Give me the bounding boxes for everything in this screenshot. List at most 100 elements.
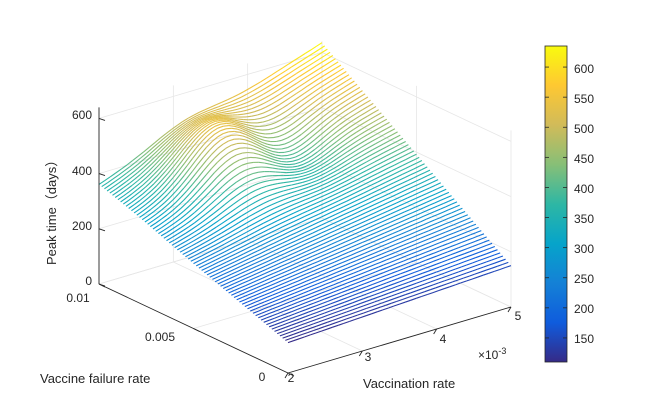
- surface-line: [305, 49, 312, 54]
- surface-line: [399, 286, 406, 290]
- surface-line: [198, 116, 205, 121]
- surface-line: [282, 73, 289, 78]
- surface-line: [263, 306, 270, 310]
- surface-line: [228, 149, 235, 154]
- surface-line: [450, 244, 457, 248]
- surface-line: [179, 130, 186, 137]
- surface-line: [237, 99, 245, 103]
- surface-line: [240, 109, 247, 113]
- surface-line: [302, 325, 308, 329]
- surface-line: [282, 223, 289, 228]
- surface-line: [307, 316, 314, 320]
- surface-line: [194, 207, 201, 213]
- surface-line: [267, 280, 274, 284]
- surface-line: [400, 263, 407, 267]
- surface-line: [282, 232, 289, 236]
- surface-line: [388, 275, 395, 279]
- surface-line: [265, 231, 272, 236]
- surface-line: [185, 118, 192, 123]
- surface-line: [284, 258, 291, 262]
- surface-line: [317, 115, 324, 122]
- surface-line: [443, 286, 450, 290]
- surface-line: [441, 283, 448, 287]
- surface-line: [232, 94, 239, 98]
- surface-line: [376, 196, 383, 200]
- surface-line: [414, 262, 420, 266]
- surface-line: [349, 175, 356, 180]
- surface-line: [324, 310, 331, 314]
- surface-line: [437, 185, 444, 190]
- surface-line: [221, 219, 228, 224]
- surface-line: [256, 284, 263, 289]
- surface-line: [421, 293, 428, 297]
- surface-line: [204, 111, 211, 115]
- surface-line: [337, 222, 344, 227]
- surface-line: [252, 303, 259, 308]
- surface-line: [218, 235, 225, 240]
- surface-line: [188, 187, 196, 195]
- surface-line: [244, 296, 251, 301]
- surface-line: [294, 167, 301, 171]
- surface-line: [212, 118, 219, 122]
- surface-line: [383, 277, 390, 281]
- surface-line: [250, 141, 257, 145]
- surface-line: [420, 210, 427, 214]
- surface-line: [219, 190, 226, 197]
- surface-line: [302, 290, 309, 294]
- surface-line: [385, 295, 392, 299]
- surface-line: [347, 156, 354, 161]
- surface-line: [378, 256, 385, 260]
- surface-line: [224, 222, 231, 228]
- surface-line: [317, 94, 325, 100]
- surface-line: [341, 282, 348, 286]
- surface-line: [380, 274, 387, 279]
- surface-line: [420, 192, 428, 197]
- surface-line: [318, 187, 326, 191]
- surface-line: [494, 260, 501, 264]
- surface-line: [204, 230, 212, 235]
- surface-line: [240, 93, 247, 98]
- surface-line: [311, 159, 318, 165]
- surface-line: [171, 124, 178, 130]
- surface-line: [385, 179, 392, 183]
- surface-line: [377, 302, 384, 306]
- surface-line: [469, 240, 476, 244]
- surface-line: [191, 191, 199, 198]
- surface-line: [387, 191, 394, 195]
- surface-line: [153, 187, 160, 194]
- surface-line: [445, 212, 452, 216]
- surface-line: [464, 251, 470, 255]
- surface-line: [242, 142, 249, 145]
- surface-line: [431, 239, 438, 243]
- surface-line: [305, 300, 312, 304]
- surface-line: [391, 149, 398, 154]
- surface-line: [431, 196, 439, 201]
- surface-line: [324, 177, 331, 181]
- surface-line: [243, 204, 251, 210]
- surface-line: [276, 250, 283, 255]
- surface-line: [191, 177, 199, 185]
- surface-line: [233, 294, 240, 299]
- surface-line: [245, 129, 252, 134]
- surface-line: [358, 131, 365, 136]
- surface-line: [289, 137, 296, 143]
- surface-line: [292, 280, 299, 284]
- surface-line: [360, 307, 367, 312]
- surface-line: [480, 244, 487, 249]
- surface-line: [295, 99, 303, 105]
- surface-line: [362, 215, 369, 219]
- surface-line: [212, 114, 219, 117]
- surface-line: [486, 251, 493, 255]
- surface-line: [336, 154, 343, 160]
- surface-line: [334, 219, 341, 224]
- surface-line: [280, 320, 286, 324]
- surface-line: [325, 288, 331, 293]
- surface-line: [314, 153, 321, 159]
- surface-line: [450, 218, 457, 223]
- surface-line: [338, 294, 345, 298]
- surface-line: [239, 157, 246, 161]
- z-tick-mark: [98, 283, 106, 287]
- surface-line: [376, 187, 383, 192]
- surface-line: [329, 315, 336, 319]
- surface-line: [209, 251, 217, 256]
